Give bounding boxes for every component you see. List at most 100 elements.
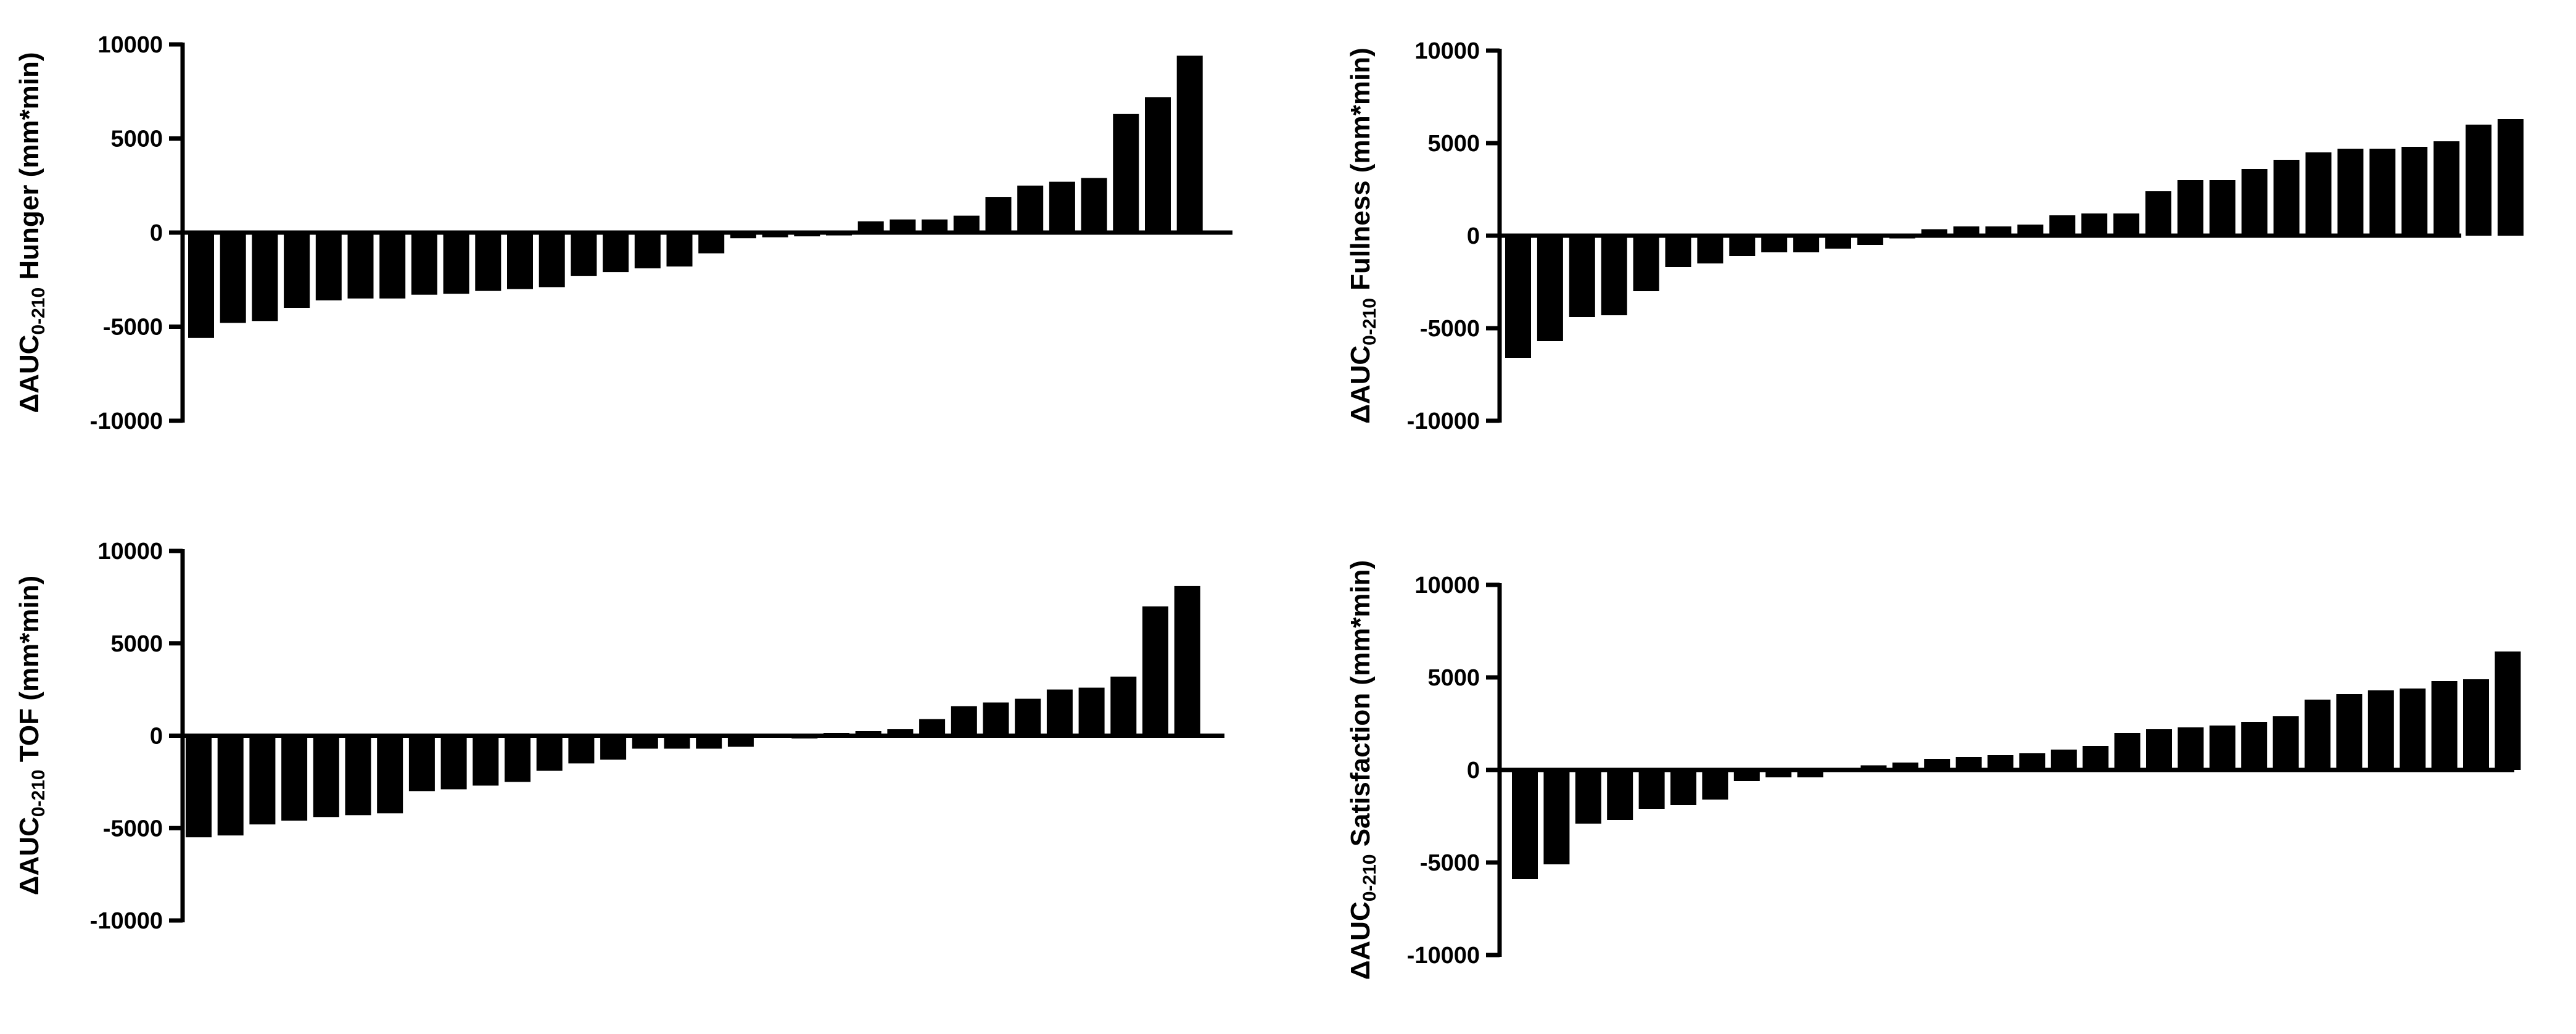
bar-31 bbox=[1145, 97, 1171, 233]
chart-3: 10000 5000 0 -5000 -10000 ΔAUC0-210 TOF (mm*m… bbox=[14, 539, 1224, 934]
bar-19 bbox=[2081, 213, 2108, 236]
bar-12 bbox=[536, 735, 563, 771]
bar-17 bbox=[2017, 225, 2044, 236]
bar-29 bbox=[1078, 687, 1105, 736]
bar-15 bbox=[634, 233, 661, 268]
bar-7 bbox=[1697, 236, 1724, 263]
chart-4: 10000 5000 0 -5000 -10000 ΔAUC0-210 Satisfact… bbox=[1345, 560, 2521, 980]
bar-18 bbox=[2049, 215, 2076, 236]
bar-5 bbox=[1633, 236, 1659, 291]
bar-16 bbox=[664, 735, 690, 749]
bar-21 bbox=[2145, 191, 2171, 236]
bar-23 bbox=[2209, 726, 2235, 770]
bar-27 bbox=[2337, 149, 2364, 236]
bar-19 bbox=[2083, 746, 2109, 770]
bar-30 bbox=[2434, 141, 2460, 236]
y-axis-label: ΔAUC0-210 Satisfaction (mm*min) bbox=[1345, 560, 1380, 980]
bar-13 bbox=[568, 735, 595, 764]
y-tick-label: 10000 bbox=[1414, 573, 1480, 598]
bar-16 bbox=[666, 233, 693, 267]
bar-8 bbox=[408, 735, 435, 792]
bar-10 bbox=[1793, 236, 1820, 252]
bar-15 bbox=[632, 735, 658, 749]
y-tick-label: -5000 bbox=[1420, 850, 1480, 876]
y-tick-label: 5000 bbox=[110, 126, 163, 152]
bar-11 bbox=[505, 735, 530, 782]
bar-26 bbox=[2305, 700, 2330, 770]
bar-14 bbox=[1921, 229, 1947, 236]
bar-17 bbox=[696, 735, 722, 749]
y-tick-label: 0 bbox=[1467, 758, 1480, 784]
y-tick-label: -5000 bbox=[1420, 316, 1480, 342]
bar-9 bbox=[1761, 236, 1788, 252]
bar-28 bbox=[2369, 149, 2396, 236]
bar-11 bbox=[507, 233, 533, 289]
bar-17 bbox=[2019, 753, 2046, 770]
bar-32 bbox=[1174, 585, 1200, 736]
y-tick-label: 10000 bbox=[97, 539, 163, 565]
bar-2 bbox=[220, 233, 246, 323]
bar-5 bbox=[1638, 770, 1665, 809]
bar-18 bbox=[730, 233, 756, 239]
bar-26 bbox=[983, 702, 1009, 736]
bar-30 bbox=[1110, 676, 1137, 736]
bar-32 bbox=[2497, 119, 2524, 236]
bar-16 bbox=[1985, 226, 2012, 236]
bar-22 bbox=[2177, 180, 2203, 236]
bar-23 bbox=[887, 729, 914, 736]
bar-31 bbox=[1142, 606, 1168, 736]
y-tick-label: 0 bbox=[1467, 223, 1480, 249]
bar-11 bbox=[1825, 236, 1851, 249]
bar-2 bbox=[217, 735, 244, 836]
y-tick-label: -10000 bbox=[1407, 943, 1480, 969]
bar-8 bbox=[1729, 236, 1756, 256]
bar-27 bbox=[2336, 694, 2363, 770]
bar-4 bbox=[1601, 236, 1627, 315]
y-tick-label: 5000 bbox=[1427, 665, 1480, 691]
bar-8 bbox=[411, 233, 437, 295]
y-axis-label: ΔAUC0-210 Hunger (mm*min) bbox=[14, 52, 49, 413]
bar-15 bbox=[1953, 226, 1979, 236]
bar-29 bbox=[2400, 689, 2426, 770]
bar-3 bbox=[249, 735, 276, 825]
bar-1 bbox=[1505, 236, 1531, 358]
bar-29 bbox=[1081, 178, 1107, 233]
bar-28 bbox=[1049, 181, 1075, 233]
bar-30 bbox=[2431, 681, 2458, 770]
bar-25 bbox=[2273, 160, 2300, 236]
bar-15 bbox=[1955, 757, 1982, 770]
bar-17 bbox=[698, 233, 725, 254]
bar-25 bbox=[951, 706, 977, 736]
bar-28 bbox=[1046, 689, 1073, 736]
bar-12 bbox=[539, 233, 565, 287]
bar-3 bbox=[1575, 770, 1601, 824]
bar-20 bbox=[2114, 733, 2140, 770]
bar-31 bbox=[2466, 125, 2491, 236]
bar-25 bbox=[953, 215, 980, 233]
bar-19 bbox=[762, 233, 788, 238]
bar-6 bbox=[1670, 770, 1696, 805]
bar-13 bbox=[571, 233, 597, 276]
bar-30 bbox=[1113, 114, 1139, 233]
bar-1 bbox=[188, 233, 214, 338]
bar-6 bbox=[1665, 236, 1691, 267]
bar-22 bbox=[855, 731, 881, 736]
bar-14 bbox=[600, 735, 627, 760]
bar-29 bbox=[2401, 147, 2428, 236]
bar-7 bbox=[377, 735, 403, 814]
y-tick-label: 5000 bbox=[1427, 131, 1480, 157]
bar-3 bbox=[252, 233, 278, 321]
bar-5 bbox=[315, 233, 342, 300]
y-tick-label: 10000 bbox=[97, 32, 163, 58]
bar-3 bbox=[1569, 236, 1595, 317]
bar-4 bbox=[284, 233, 310, 308]
bar-12 bbox=[1860, 765, 1887, 770]
bar-21 bbox=[2146, 729, 2172, 770]
bar-22 bbox=[857, 221, 884, 233]
bar-2 bbox=[1543, 770, 1570, 864]
y-axis-label: ΔAUC0-210 Fullness (mm*min) bbox=[1345, 48, 1380, 424]
bar-24 bbox=[2241, 722, 2268, 770]
bar-25 bbox=[2273, 716, 2299, 770]
y-tick-label: -5000 bbox=[103, 816, 163, 842]
